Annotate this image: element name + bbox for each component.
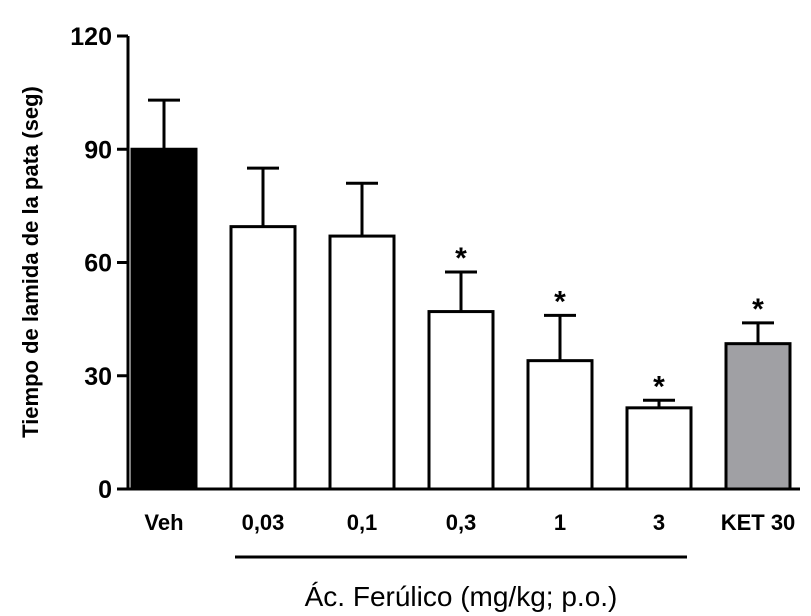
bar (229, 225, 297, 491)
x-tick-label: 0,3 (446, 510, 477, 535)
significance-mark: * (752, 293, 764, 326)
x-tick-label: 0,1 (347, 510, 378, 535)
bar (526, 359, 594, 491)
significance-mark: * (455, 242, 467, 275)
significance-mark: * (554, 285, 566, 318)
labels: Veh 0,03 0,1 0,3 * 1 * 3 * KET 30 * Ác. Ferúlico (m… (144, 242, 795, 612)
x-tick-label: Veh (144, 510, 183, 535)
y-axis-label: Tiempo de lamida de la pata (seg) (18, 86, 43, 438)
bars (130, 98, 792, 491)
x-tick-label: 0,03 (242, 510, 285, 535)
bar (427, 310, 495, 491)
bar (625, 406, 693, 491)
y-tick-label: 30 (84, 363, 112, 391)
bar (130, 147, 198, 491)
y-tick-label: 120 (70, 23, 112, 51)
group-label: Ác. Ferúlico (mg/kg; p.o.) (305, 581, 618, 612)
significance-mark: * (653, 370, 665, 403)
y-tick-label: 0 (98, 476, 112, 504)
y-tick-label: 90 (84, 136, 112, 164)
bar (328, 234, 396, 491)
x-tick-label: 3 (653, 510, 665, 535)
x-tick-label: 1 (554, 510, 566, 535)
bar (724, 342, 792, 491)
y-tick-label: 60 (84, 250, 112, 278)
x-tick-label: KET 30 (721, 510, 796, 535)
